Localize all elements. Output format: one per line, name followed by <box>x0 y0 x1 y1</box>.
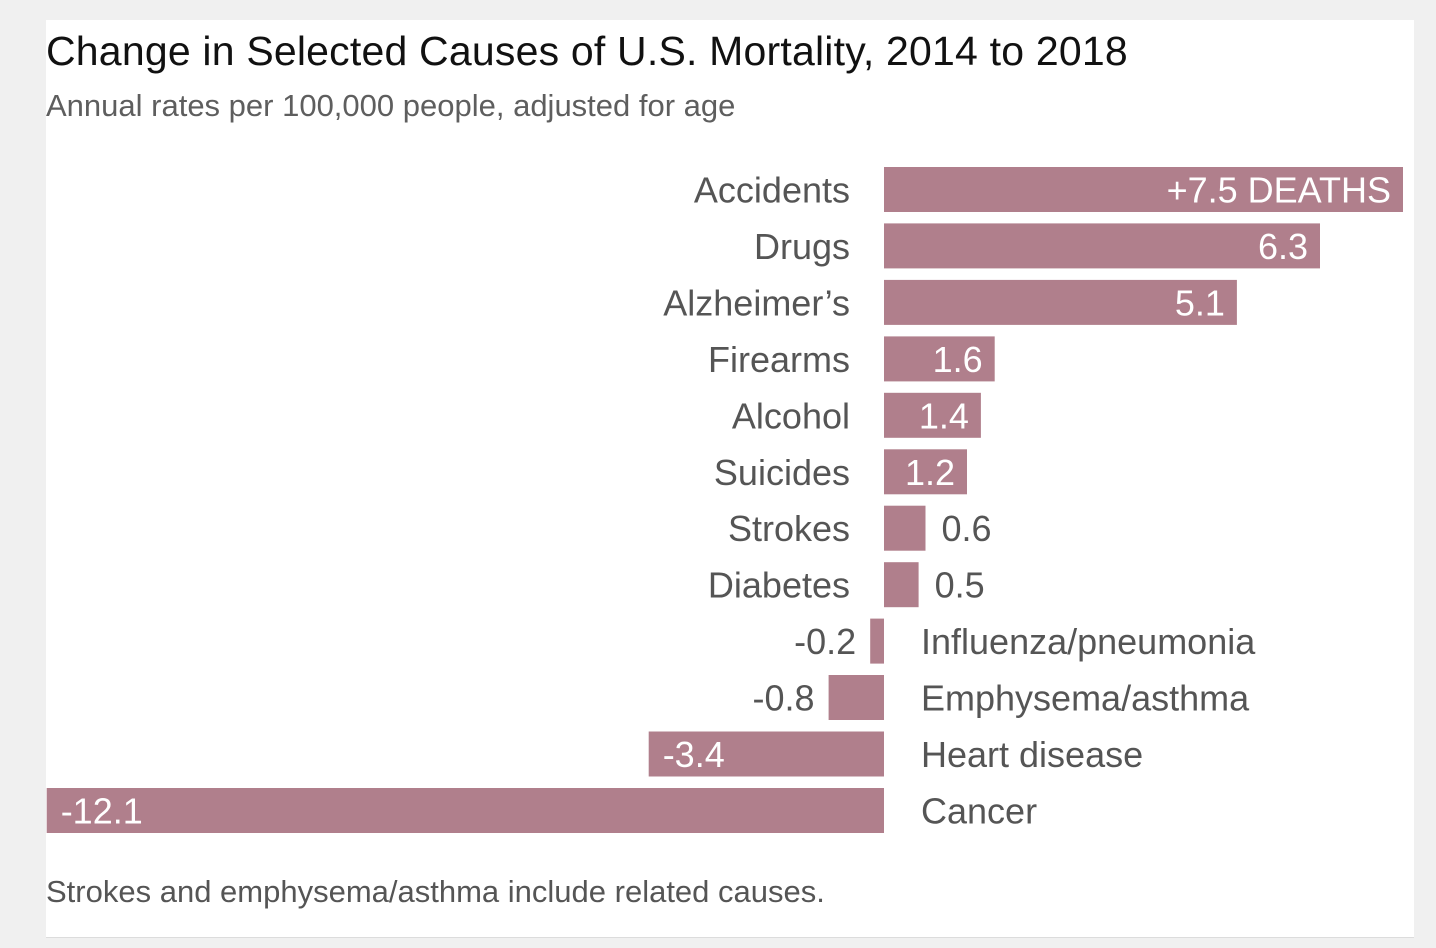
bar-firearms <box>884 336 995 382</box>
value-label-drugs: 6.3 <box>1258 226 1308 267</box>
bottom-divider <box>46 937 1414 938</box>
value-label-cancer: -12.1 <box>61 791 143 832</box>
category-label-alzheimer-s: Alzheimer’s <box>663 282 850 323</box>
bar-accidents <box>884 167 1403 212</box>
value-label-influenza-pneumonia: -0.2 <box>794 621 856 662</box>
value-label-accidents: +7.5 DEATHS <box>1167 170 1391 211</box>
chart-card: Change in Selected Causes of U.S. Mortal… <box>46 20 1414 938</box>
category-label-heart-disease: Heart disease <box>921 734 1143 775</box>
category-label-suicides: Suicides <box>714 452 850 493</box>
bar-influenza-pneumonia <box>870 618 884 664</box>
value-label-alzheimer-s: 5.1 <box>1175 282 1225 323</box>
category-label-diabetes: Diabetes <box>708 565 850 606</box>
category-label-strokes: Strokes <box>728 508 850 549</box>
bar-cancer <box>46 788 884 833</box>
category-label-alcohol: Alcohol <box>732 395 850 436</box>
bar-heart-disease <box>648 731 884 777</box>
value-label-suicides: 1.2 <box>905 452 955 493</box>
bar-emphysema-asthma <box>828 675 884 720</box>
bar-strokes <box>884 505 926 551</box>
value-label-alcohol: 1.4 <box>919 395 969 436</box>
bar-suicides <box>884 449 967 495</box>
chart-subtitle: Annual rates per 100,000 people, adjuste… <box>46 88 736 123</box>
value-label-firearms: 1.6 <box>933 339 983 380</box>
chart-footnote: Strokes and emphysema/asthma include rel… <box>46 874 825 909</box>
bar-diabetes <box>884 562 919 608</box>
category-label-cancer: Cancer <box>921 791 1037 832</box>
value-label-emphysema-asthma: -0.8 <box>753 678 815 719</box>
category-label-emphysema-asthma: Emphysema/asthma <box>921 678 1250 719</box>
bar-drugs <box>884 223 1320 269</box>
chart-title: Change in Selected Causes of U.S. Mortal… <box>46 28 1128 74</box>
category-label-firearms: Firearms <box>708 339 850 380</box>
category-label-accidents: Accidents <box>694 170 850 211</box>
value-label-heart-disease: -3.4 <box>663 734 725 775</box>
value-label-diabetes: 0.5 <box>935 565 985 606</box>
bar-alzheimer-s <box>884 279 1237 325</box>
value-label-strokes: 0.6 <box>942 508 992 549</box>
bar-chart: Accidents +7.5 DEATHS Drugs 6.3 Alzheimer’s 5… <box>46 167 1403 833</box>
category-label-drugs: Drugs <box>754 226 850 267</box>
category-label-influenza-pneumonia: Influenza/pneumonia <box>921 621 1256 662</box>
bar-alcohol <box>884 392 981 438</box>
